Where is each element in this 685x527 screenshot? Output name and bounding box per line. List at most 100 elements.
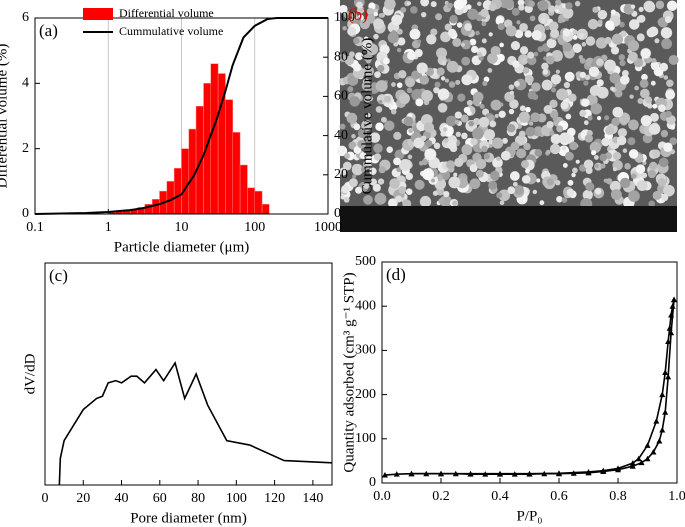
sem-grain xyxy=(506,123,516,133)
sem-grain xyxy=(592,6,599,13)
sem-grain xyxy=(438,197,445,205)
sem-grain xyxy=(521,175,531,184)
sem-grain xyxy=(461,56,471,66)
sem-grain xyxy=(437,102,448,113)
sem-grain xyxy=(398,93,410,105)
sem-grain xyxy=(647,169,657,179)
sem-grain xyxy=(374,192,387,205)
marker xyxy=(629,463,636,469)
marker xyxy=(662,409,669,415)
sem-grain xyxy=(534,149,543,157)
sem-grain xyxy=(589,141,602,154)
sem-grain xyxy=(537,46,544,53)
sem-grain xyxy=(617,128,628,138)
sem-grain xyxy=(561,146,566,151)
sem-grain xyxy=(405,188,413,195)
sem-grain xyxy=(353,37,360,45)
sem-grain xyxy=(537,0,549,11)
sem-grain xyxy=(445,115,457,127)
sem-grain xyxy=(414,179,425,190)
sem-grain xyxy=(579,71,587,79)
sem-grain xyxy=(461,39,471,50)
sem-grain xyxy=(456,22,463,28)
y-axis-label: dV/dD xyxy=(22,353,38,394)
sem-grain xyxy=(567,179,574,186)
sem-grain xyxy=(353,146,362,154)
sem-grain xyxy=(604,59,616,72)
line xyxy=(384,299,675,476)
sem-grain xyxy=(447,28,457,38)
sem-grain xyxy=(550,74,562,85)
sem-grain xyxy=(634,85,639,91)
sem-grain xyxy=(466,4,472,10)
sem-grain xyxy=(403,116,414,127)
x-tick-label: 80 xyxy=(191,491,205,506)
sem-grain xyxy=(497,22,505,31)
sem-grain xyxy=(435,13,443,21)
sem-grain xyxy=(355,186,363,194)
sem-grain xyxy=(519,105,526,112)
sem-grain xyxy=(512,60,520,68)
x-tick-label: 140 xyxy=(302,491,323,506)
x-tick-label: 0.8 xyxy=(609,489,627,504)
marker xyxy=(659,391,666,398)
sem-grain xyxy=(340,195,345,200)
sem-grain xyxy=(406,87,413,94)
sem-grain xyxy=(430,28,438,36)
marker xyxy=(650,449,657,455)
sem-grain xyxy=(657,178,667,187)
sem-grain xyxy=(550,143,561,155)
sem-grain xyxy=(513,185,524,195)
sem-grain xyxy=(490,170,500,181)
sem-grain xyxy=(336,145,348,157)
sem-grain xyxy=(516,148,527,159)
sem-grain xyxy=(463,106,471,114)
bar xyxy=(254,190,263,215)
y-tick-label: 400 xyxy=(355,298,376,313)
sem-grain xyxy=(424,148,437,161)
sem-grain xyxy=(375,106,383,113)
sem-image xyxy=(336,0,679,232)
x-axis-label: P/P₀ xyxy=(516,508,542,524)
sem-grain xyxy=(663,75,669,80)
sem-grain xyxy=(502,137,508,144)
sem-grain xyxy=(398,70,407,79)
marker xyxy=(665,373,672,380)
marker xyxy=(526,470,533,477)
sem-grain xyxy=(457,93,466,102)
sem-grain xyxy=(444,0,449,5)
sem-grain xyxy=(452,200,458,207)
sem-grain xyxy=(637,14,646,23)
sem-grain xyxy=(447,2,453,9)
sem-grain xyxy=(373,11,379,17)
sem-grain xyxy=(405,172,413,181)
sem-grain xyxy=(395,195,403,203)
sem-grain xyxy=(509,171,520,181)
bar xyxy=(210,63,219,215)
y-tick-label: 200 xyxy=(355,387,376,402)
sem-grain xyxy=(498,110,506,118)
sem-info-bar xyxy=(340,206,677,232)
sem-grain xyxy=(544,25,550,31)
sem-grain xyxy=(349,51,355,58)
sem-grain xyxy=(546,178,554,186)
sem-grain xyxy=(513,80,520,87)
sem-grain xyxy=(530,112,541,123)
sem-grain xyxy=(339,123,346,130)
sem-grain xyxy=(416,62,428,74)
sem-grain xyxy=(597,19,603,25)
sem-grain xyxy=(374,71,381,79)
sem-grain xyxy=(616,135,627,146)
panel-label: (b) xyxy=(348,5,368,24)
sem-grain xyxy=(343,11,351,19)
sem-grain xyxy=(411,88,424,101)
sem-grain xyxy=(511,7,520,16)
sem-grain xyxy=(536,178,541,183)
sem-grain xyxy=(618,54,626,61)
sem-grain xyxy=(440,130,447,137)
sem-grain xyxy=(363,194,373,205)
sem-grain xyxy=(556,125,564,133)
sem-grain xyxy=(510,41,521,51)
sem-grain xyxy=(372,183,381,192)
sem-grain xyxy=(599,153,608,162)
